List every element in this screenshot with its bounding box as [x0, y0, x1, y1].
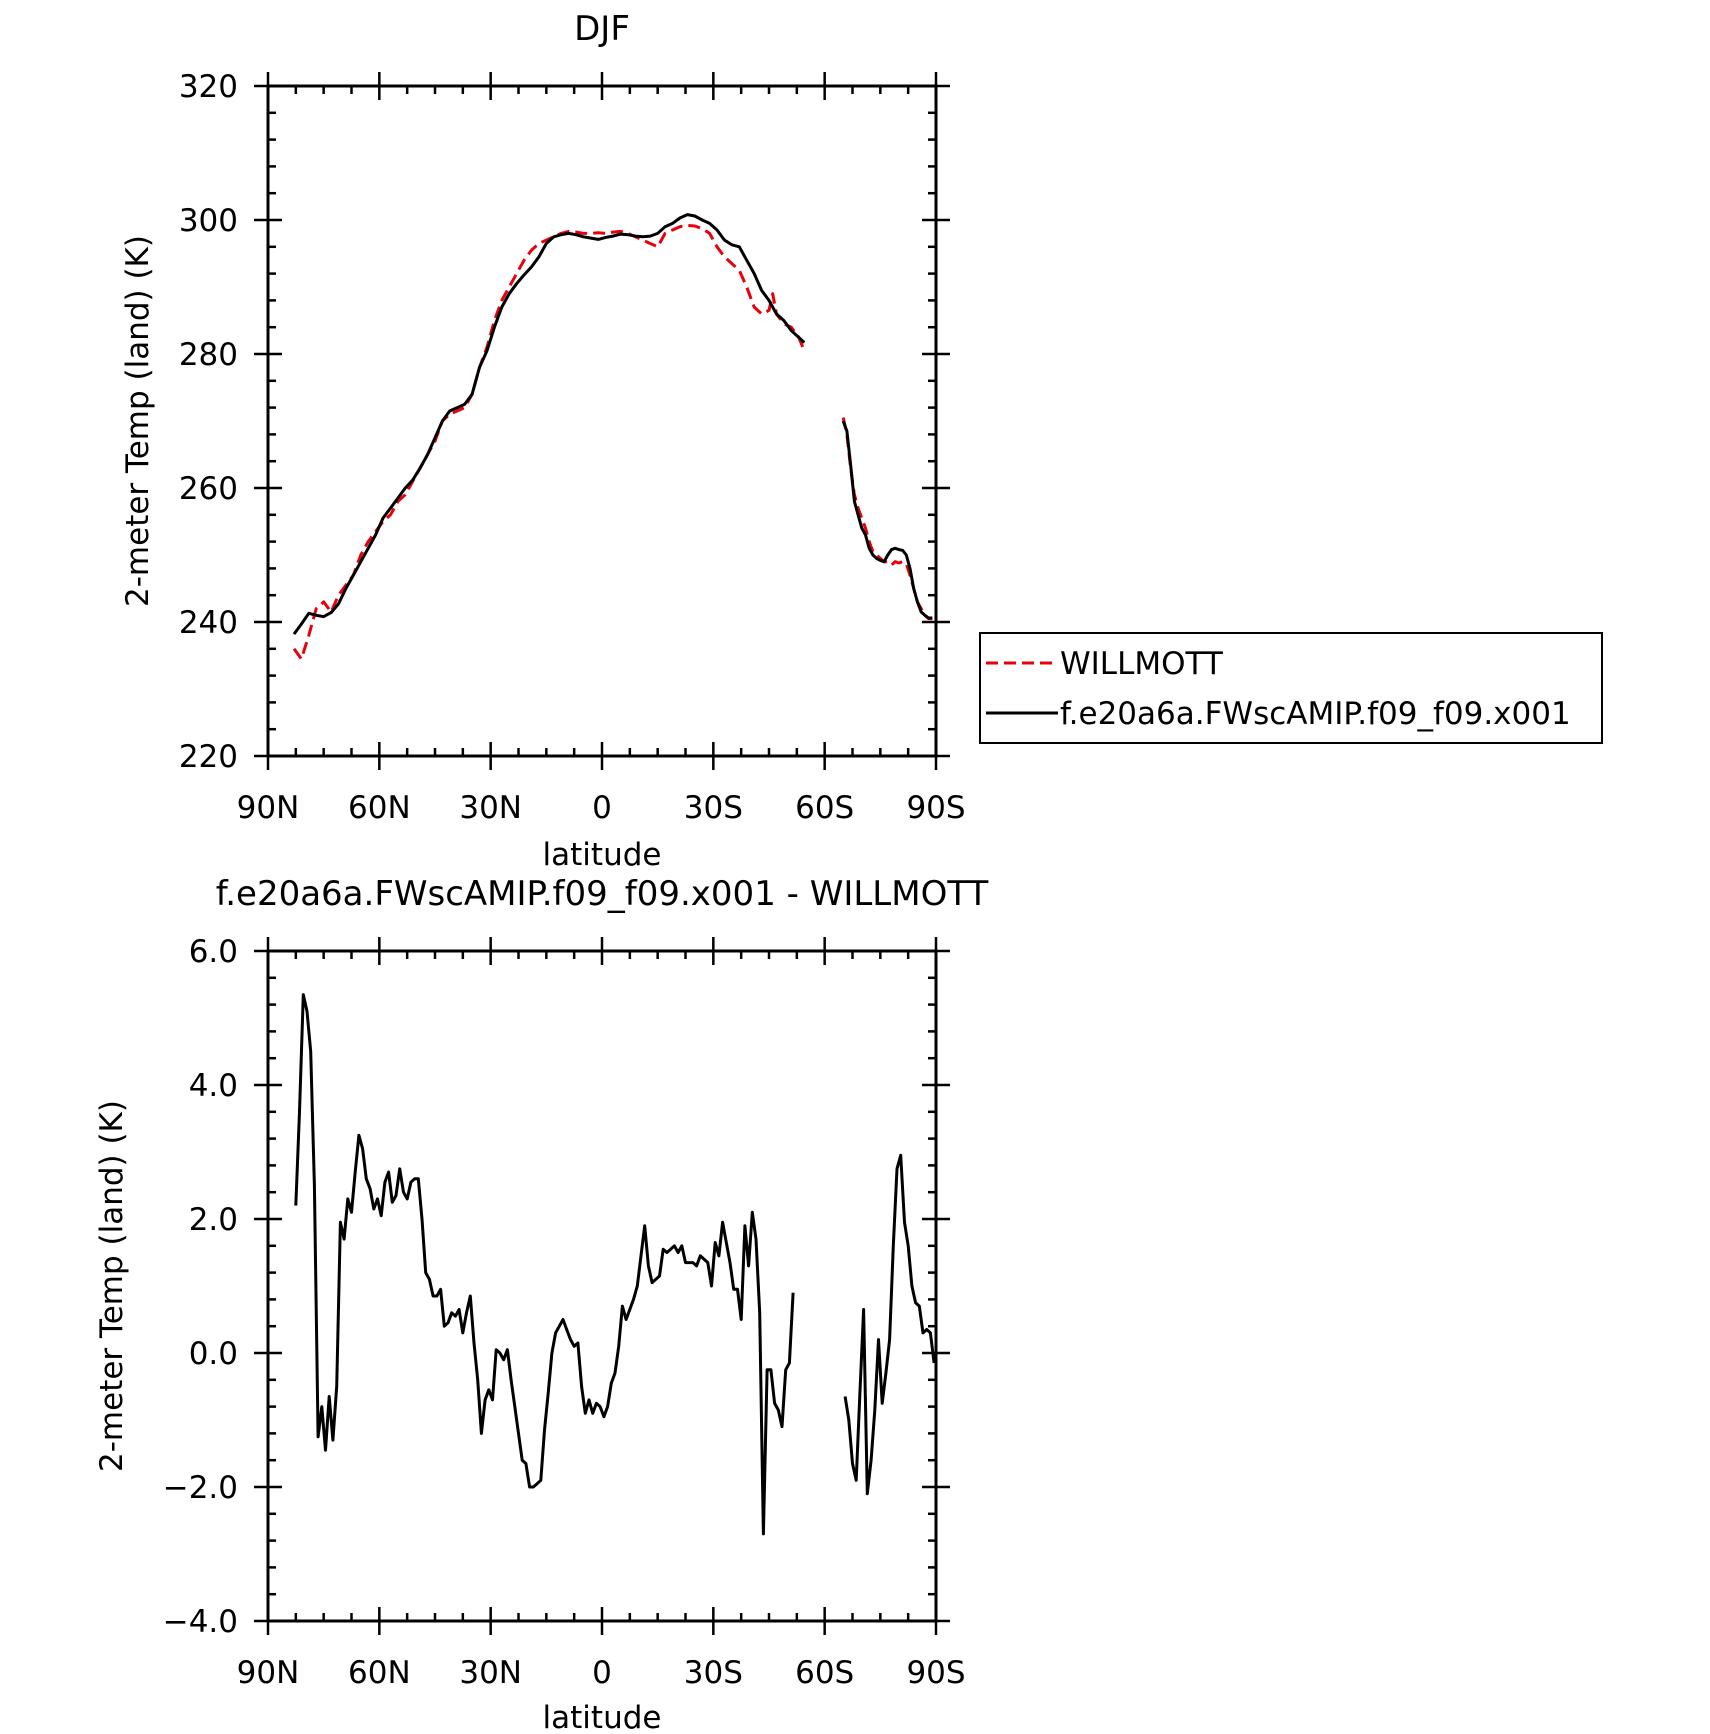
- y-tick-label: 300: [179, 203, 238, 239]
- y-tick-label: 320: [179, 69, 238, 105]
- y-tick-label: 4.0: [189, 1068, 238, 1104]
- x-tick-label: 0: [592, 790, 612, 826]
- y-tick-label: 0.0: [189, 1336, 238, 1372]
- chart-panel-2: f.e20a6a.FWscAMIP.f09_f09.x001 - WILLMOT…: [94, 874, 989, 1734]
- plot-frame: [266, 84, 938, 758]
- x-tick-label: 90N: [237, 1655, 300, 1691]
- y-tick-label: −2.0: [163, 1470, 238, 1506]
- legend-entry-label: WILLMOTT: [1060, 646, 1224, 682]
- x-tick-label: 30N: [459, 1655, 522, 1691]
- x-tick-label: 0: [592, 1655, 612, 1691]
- y-tick-label: 2.0: [189, 1202, 238, 1238]
- y-tick-label: 280: [179, 337, 238, 373]
- y-tick-label: −4.0: [163, 1604, 238, 1640]
- x-axis-label: latitude: [543, 837, 662, 873]
- legend-box: [979, 632, 1603, 744]
- legend: WILLMOTT f.e20a6a.FWscAMIP.f09_f09.x001: [979, 632, 1603, 744]
- x-tick-label: 30S: [684, 1655, 743, 1691]
- chart-panel-1: DJF 220 240 260 280 300 320 90N 60N 30N 0 30S 60S 90S…: [120, 9, 1603, 873]
- x-tick-label: 60N: [348, 790, 411, 826]
- x-tick-label: 60S: [795, 790, 854, 826]
- series-line-model-segment-2: [841, 420, 933, 620]
- y-tick-label: 260: [179, 471, 238, 507]
- x-tick-label: 60S: [795, 1655, 854, 1691]
- series-line-model-segment-2: [843, 1153, 936, 1496]
- chart-title: DJF: [574, 9, 630, 49]
- x-axis-label: latitude: [543, 1700, 662, 1734]
- plot-frame: [266, 949, 938, 1623]
- legend-entry-label: f.e20a6a.FWscAMIP.f09_f09.x001: [1060, 696, 1571, 732]
- x-tick-label: 90S: [906, 1655, 965, 1691]
- y-axis-label: 2-meter Temp (land) (K): [120, 235, 156, 607]
- series-line-willmott-segment-2: [841, 417, 933, 621]
- y-tick-label: 6.0: [189, 934, 238, 970]
- x-tick-label: 90S: [906, 790, 965, 826]
- x-tick-label: 30S: [684, 790, 743, 826]
- y-tick-label: 240: [179, 605, 238, 641]
- x-tick-label: 30N: [459, 790, 522, 826]
- series-line-model-segment-1: [292, 213, 806, 635]
- chart-title: f.e20a6a.FWscAMIP.f09_f09.x001 - WILLMOT…: [216, 874, 989, 914]
- y-axis-label: 2-meter Temp (land) (K): [94, 1100, 130, 1472]
- series-line-willmott-segment-1: [292, 223, 806, 661]
- x-tick-label: 60N: [348, 1655, 411, 1691]
- x-tick-label: 90N: [237, 790, 300, 826]
- series-line-model-segment-1: [294, 993, 795, 1536]
- y-tick-label: 220: [179, 739, 238, 775]
